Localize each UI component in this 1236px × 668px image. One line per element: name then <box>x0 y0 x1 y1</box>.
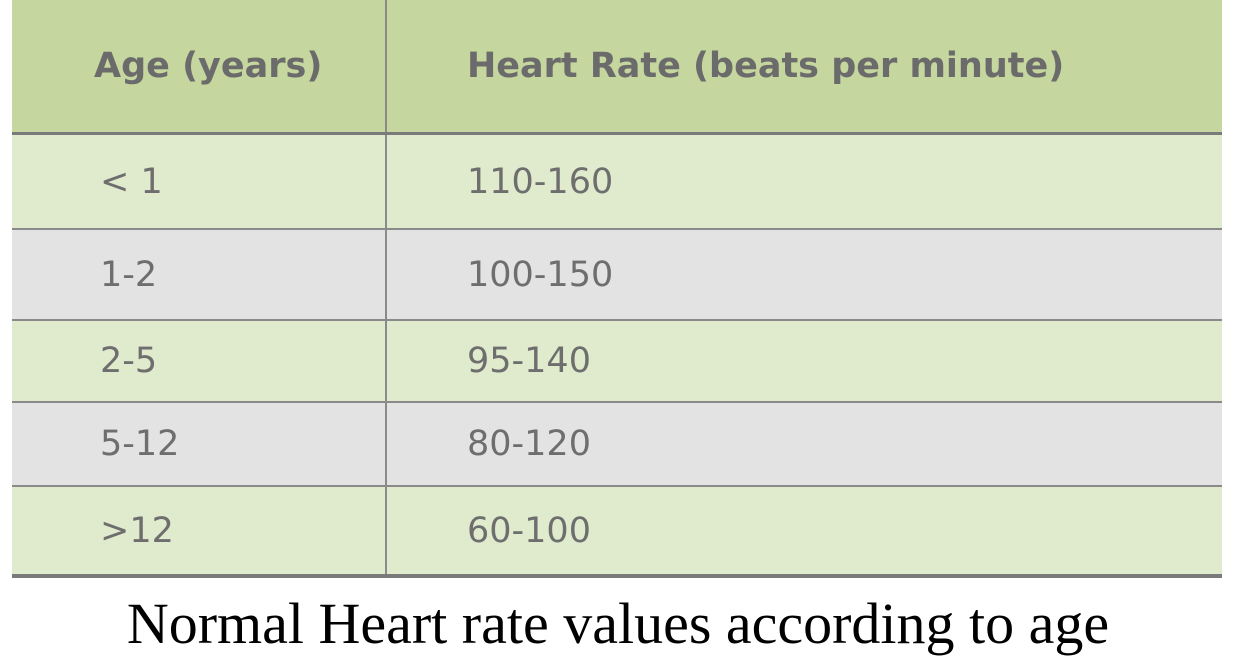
heart-rate-cell: 80-120 <box>385 402 1222 487</box>
table-header-row: Age (years) Heart Rate (beats per minute… <box>12 0 1222 135</box>
heart-rate-table: Age (years) Heart Rate (beats per minute… <box>12 0 1222 578</box>
heart-rate-table-container: Age (years) Heart Rate (beats per minute… <box>12 0 1222 580</box>
table-row: >12 60-100 <box>12 486 1222 578</box>
age-cell: 2-5 <box>12 320 386 403</box>
age-cell: 1-2 <box>12 229 386 321</box>
heart-rate-cell: 100-150 <box>385 229 1222 321</box>
heart-rate-column-header: Heart Rate (beats per minute) <box>385 0 1222 135</box>
age-column-header: Age (years) <box>12 0 386 135</box>
age-cell: >12 <box>12 486 386 578</box>
heart-rate-cell: 95-140 <box>385 320 1222 403</box>
table-row: 2-5 95-140 <box>12 320 1222 403</box>
age-cell: 5-12 <box>12 402 386 487</box>
table-row: 1-2 100-150 <box>12 229 1222 321</box>
table-row: < 1 110-160 <box>12 133 1222 230</box>
age-cell: < 1 <box>12 133 386 230</box>
table-row: 5-12 80-120 <box>12 402 1222 487</box>
heart-rate-cell: 110-160 <box>385 133 1222 230</box>
table-caption: Normal Heart rate values according to ag… <box>126 591 1110 656</box>
heart-rate-cell: 60-100 <box>385 486 1222 578</box>
